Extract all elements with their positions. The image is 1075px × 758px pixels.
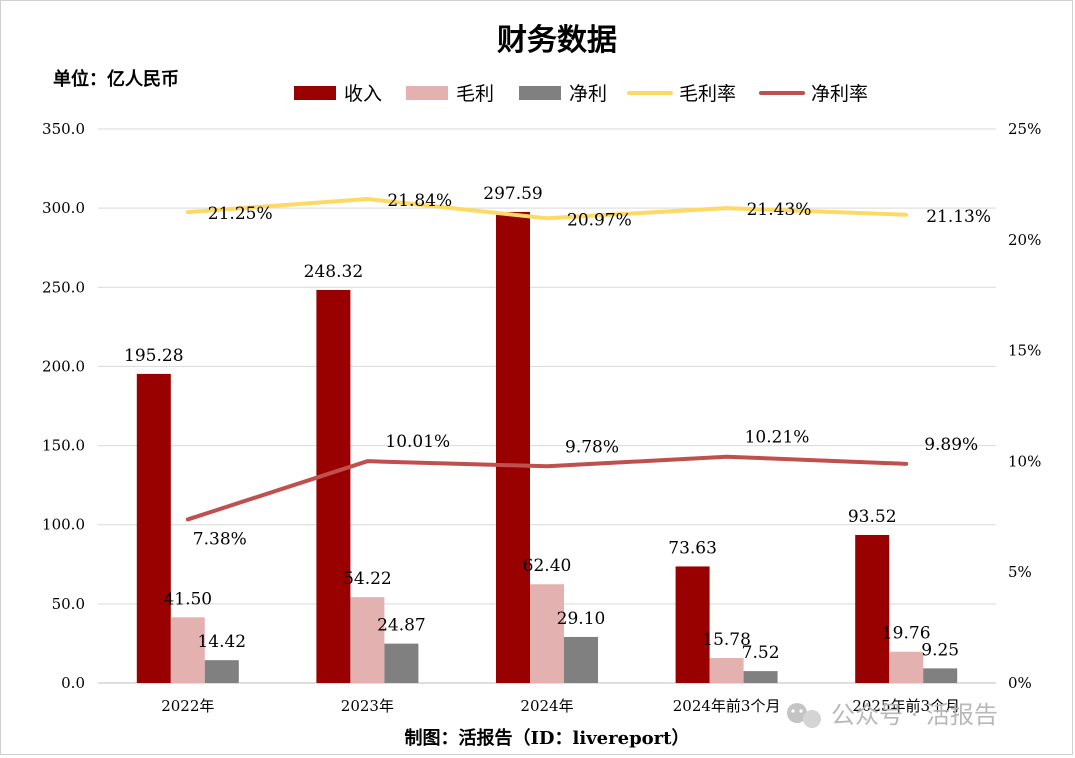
- left-tick-label: 50.0: [52, 595, 85, 613]
- line-label-毛利率: 21.25%: [208, 204, 273, 224]
- left-axis-ticks: 0.0 50.0 100.0 150.0 200.0 250.0 300.0 350.0: [42, 120, 85, 692]
- bar-label-毛利: 19.76: [882, 624, 931, 644]
- line-毛利率: [185, 197, 909, 221]
- line-label-毛利率: 21.43%: [747, 200, 812, 220]
- line-label-净利率: 10.21%: [745, 428, 810, 448]
- bar-label-收入: 248.32: [304, 262, 363, 282]
- unit-label: 单位：亿人民币: [53, 68, 179, 90]
- bar-label-收入: 195.28: [124, 346, 183, 366]
- x-tick-label: 2023年: [341, 697, 394, 715]
- right-tick-label: 0%: [1008, 674, 1032, 692]
- right-tick-label: 15%: [1008, 342, 1041, 360]
- bar-label-净利: 24.87: [377, 616, 426, 636]
- line-净利率: [185, 454, 909, 522]
- line-series: [185, 197, 909, 522]
- left-tick-label: 200.0: [42, 357, 85, 375]
- bar-label-收入: 297.59: [483, 184, 542, 204]
- left-tick-label: 250.0: [42, 278, 85, 296]
- bar-label-毛利: 54.22: [343, 569, 392, 589]
- legend-label-毛利: 毛利: [456, 83, 494, 105]
- bar-series: [136, 211, 958, 683]
- line-data-labels: 21.25% 21.84% 20.97% 21.43% 21.13% 7.38% 10.01…: [193, 191, 991, 549]
- bar-收入: [316, 289, 351, 683]
- line-label-毛利率: 21.84%: [387, 191, 452, 211]
- bar-毛利: [350, 597, 385, 683]
- bar-净利: [564, 636, 598, 683]
- legend-label-净利: 净利: [569, 83, 607, 105]
- legend: 收入 毛利 净利 毛利率 净利率: [294, 83, 868, 105]
- chart-credit: 制图：活报告（ID：livereport）: [405, 727, 690, 749]
- bar-净利: [204, 660, 239, 683]
- x-tick-label: 2024年前3个月: [673, 697, 781, 715]
- left-tick-label: 350.0: [42, 120, 85, 138]
- left-tick-label: 300.0: [42, 199, 85, 217]
- watermark: 公众号 · 活报告: [787, 701, 998, 729]
- right-tick-label: 10%: [1008, 452, 1041, 470]
- legend-label-毛利率: 毛利率: [679, 83, 736, 105]
- right-tick-label: 5%: [1008, 563, 1032, 581]
- right-tick-label: 20%: [1008, 231, 1041, 249]
- bar-净利: [384, 643, 419, 683]
- legend-swatch-净利: [519, 86, 561, 100]
- bar-label-毛利: 41.50: [163, 589, 212, 609]
- x-tick-label: 2025年前3个月: [852, 697, 960, 715]
- bar-毛利: [170, 617, 205, 683]
- chart-title: 财务数据: [497, 23, 617, 58]
- bar-净利: [743, 671, 778, 683]
- line-label-净利率: 9.78%: [565, 437, 619, 457]
- bar-label-净利: 14.42: [197, 632, 246, 652]
- bar-毛利: [709, 658, 744, 683]
- bar-label-毛利: 62.40: [523, 556, 572, 576]
- bar-收入: [136, 373, 171, 683]
- bar-label-净利: 7.52: [742, 643, 780, 663]
- legend-swatch-毛利: [406, 86, 448, 100]
- gridlines: [98, 128, 996, 684]
- line-label-毛利率: 20.97%: [567, 210, 632, 230]
- x-axis-ticks: 2022年 2023年 2024年 2024年前3个月 2025年前3个月: [161, 697, 960, 715]
- bar-label-净利: 29.10: [557, 609, 606, 629]
- wechat-icon: [787, 703, 821, 728]
- legend-swatch-收入: [294, 86, 336, 100]
- left-tick-label: 0.0: [61, 674, 85, 692]
- bar-label-收入: 73.63: [668, 538, 717, 558]
- watermark-text: 公众号 · 活报告: [831, 701, 998, 729]
- left-tick-label: 100.0: [42, 516, 85, 534]
- bar-label-收入: 93.52: [848, 507, 897, 527]
- bar-收入: [496, 211, 530, 683]
- line-label-净利率: 10.01%: [385, 432, 450, 452]
- line-label-净利率: 9.89%: [924, 435, 978, 455]
- line-label-毛利率: 21.13%: [926, 207, 991, 227]
- x-tick-label: 2022年: [161, 697, 214, 715]
- bar-label-净利: 9.25: [921, 640, 959, 660]
- bar-收入: [675, 566, 710, 683]
- bar-毛利: [530, 584, 564, 683]
- right-tick-label: 25%: [1008, 120, 1041, 138]
- legend-label-收入: 收入: [344, 83, 382, 105]
- x-tick-label: 2024年: [520, 697, 573, 715]
- bar-data-labels: 195.28 248.32 297.59 73.63 93.52 41.50 54.22 62…: [124, 184, 959, 663]
- bar-净利: [923, 668, 958, 683]
- legend-label-净利率: 净利率: [811, 83, 868, 105]
- bar-毛利: [889, 651, 924, 683]
- line-label-净利率: 7.38%: [193, 529, 247, 549]
- bar-收入: [855, 534, 890, 683]
- right-axis-ticks: 0% 5% 10% 15% 20% 25%: [1008, 120, 1041, 692]
- left-tick-label: 150.0: [42, 437, 85, 455]
- bar-label-毛利: 15.78: [702, 630, 751, 650]
